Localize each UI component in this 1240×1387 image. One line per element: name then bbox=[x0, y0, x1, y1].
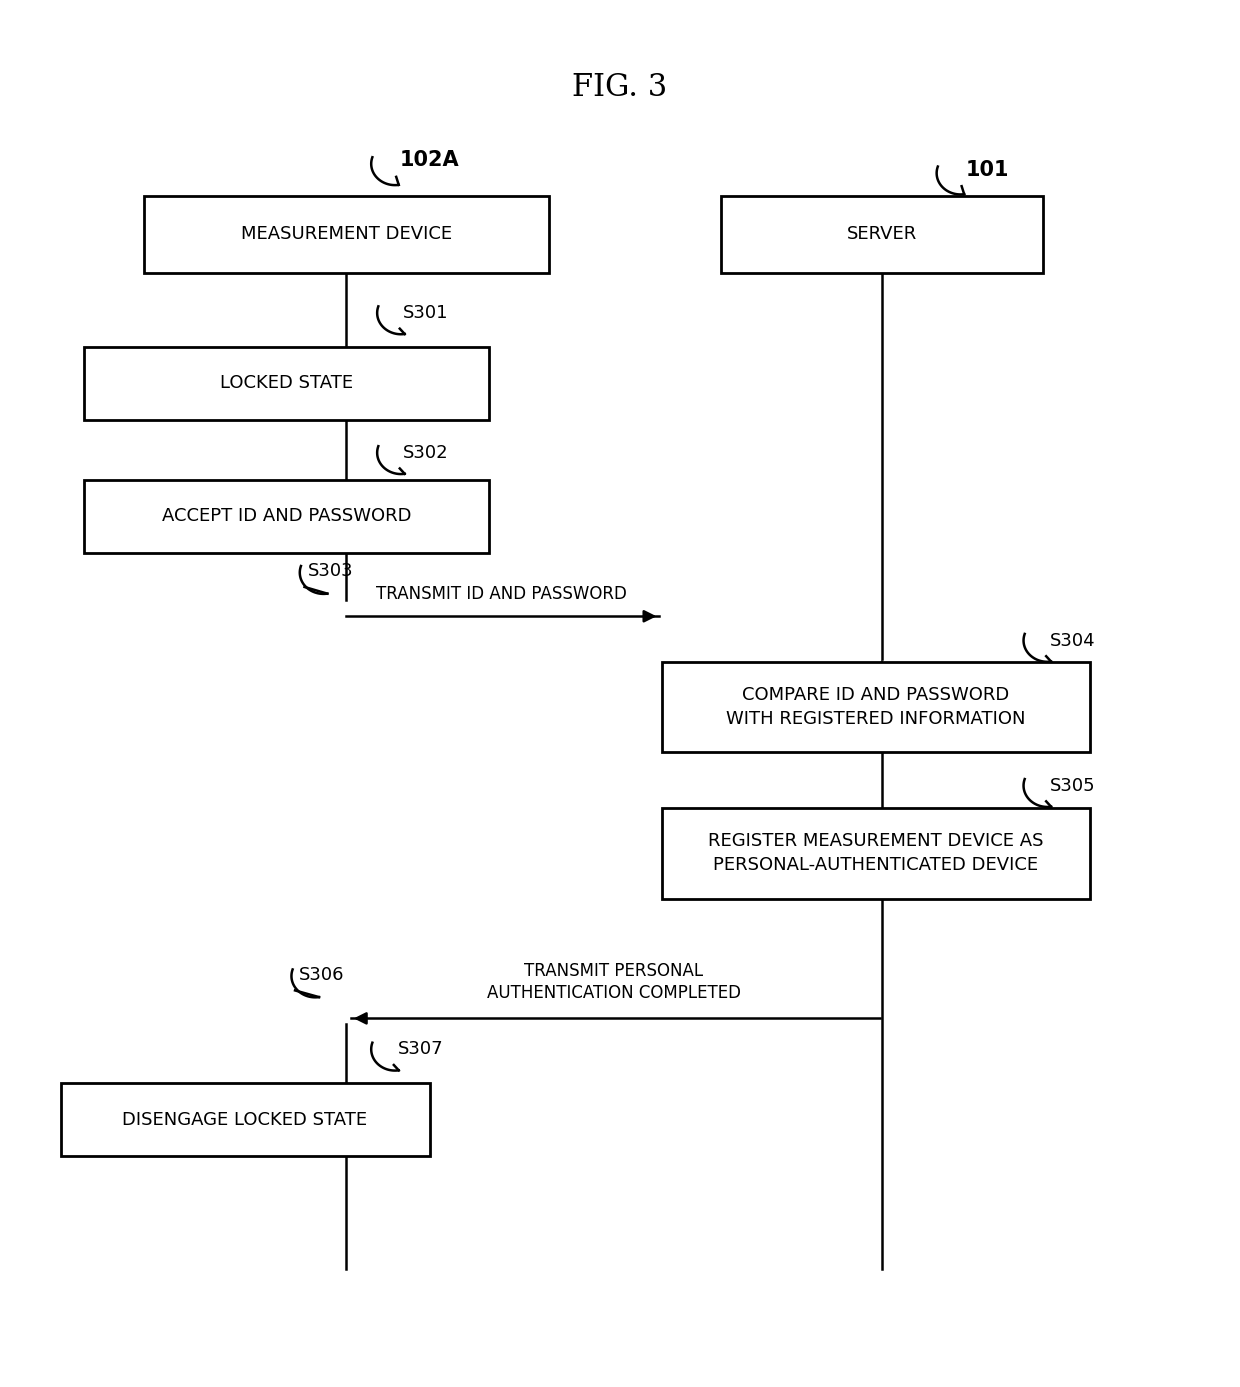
Text: S305: S305 bbox=[1050, 777, 1095, 795]
Text: COMPARE ID AND PASSWORD
WITH REGISTERED INFORMATION: COMPARE ID AND PASSWORD WITH REGISTERED … bbox=[727, 687, 1025, 728]
Bar bbox=[61, 1083, 429, 1157]
Bar bbox=[722, 196, 1043, 273]
Text: S307: S307 bbox=[397, 1040, 443, 1058]
Text: LOCKED STATE: LOCKED STATE bbox=[221, 374, 353, 393]
Text: S301: S301 bbox=[403, 304, 449, 322]
Text: SERVER: SERVER bbox=[847, 225, 918, 243]
Text: MEASUREMENT DEVICE: MEASUREMENT DEVICE bbox=[241, 225, 451, 243]
Text: DISENGAGE LOCKED STATE: DISENGAGE LOCKED STATE bbox=[123, 1111, 367, 1129]
Text: S306: S306 bbox=[299, 965, 343, 983]
Text: 102A: 102A bbox=[399, 150, 459, 171]
Text: S302: S302 bbox=[403, 444, 449, 462]
Text: S303: S303 bbox=[308, 562, 353, 580]
Text: REGISTER MEASUREMENT DEVICE AS
PERSONAL-AUTHENTICATED DEVICE: REGISTER MEASUREMENT DEVICE AS PERSONAL-… bbox=[708, 832, 1044, 874]
Text: TRANSMIT PERSONAL
AUTHENTICATION COMPLETED: TRANSMIT PERSONAL AUTHENTICATION COMPLET… bbox=[487, 963, 742, 1003]
Text: FIG. 3: FIG. 3 bbox=[573, 72, 667, 103]
Text: 101: 101 bbox=[965, 160, 1008, 179]
Text: S304: S304 bbox=[1050, 631, 1095, 649]
Bar bbox=[84, 347, 489, 420]
Bar bbox=[144, 196, 548, 273]
Bar bbox=[662, 809, 1090, 899]
Bar bbox=[84, 480, 489, 553]
Bar bbox=[662, 662, 1090, 752]
Text: TRANSMIT ID AND PASSWORD: TRANSMIT ID AND PASSWORD bbox=[376, 585, 626, 603]
Text: ACCEPT ID AND PASSWORD: ACCEPT ID AND PASSWORD bbox=[162, 508, 412, 526]
